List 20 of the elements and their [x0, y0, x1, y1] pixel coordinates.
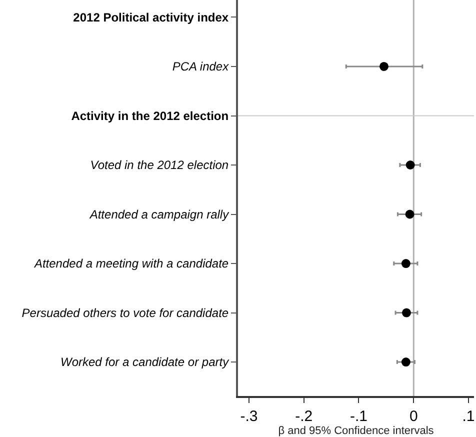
x-axis-title: β and 95% Confidence intervals	[278, 425, 434, 437]
x-tick-label: -.2	[295, 408, 313, 425]
y-tick-label: 2012 Political activity index	[73, 10, 229, 24]
y-tick-label: Activity in the 2012 election	[71, 108, 229, 123]
point	[401, 358, 410, 367]
y-tick-label: Persuaded others to vote for candidate	[22, 306, 229, 320]
y-tick-label: Attended a campaign rally	[88, 207, 230, 222]
point	[401, 259, 410, 268]
y-tick-label: Attended a meeting with a candidate	[33, 256, 229, 271]
x-tick-label: -.3	[240, 408, 258, 425]
point	[406, 160, 415, 170]
point	[405, 210, 414, 219]
point	[379, 62, 388, 71]
y-tick-label: Worked for a candidate or party	[60, 355, 230, 370]
y-tick-label: PCA index	[172, 60, 230, 74]
y-tick-label: Voted in the 2012 election	[90, 158, 229, 172]
x-tick-label: .1	[462, 408, 475, 425]
x-tick-label: -.1	[350, 408, 368, 425]
point	[402, 308, 411, 318]
x-tick-label: 0	[409, 408, 418, 425]
